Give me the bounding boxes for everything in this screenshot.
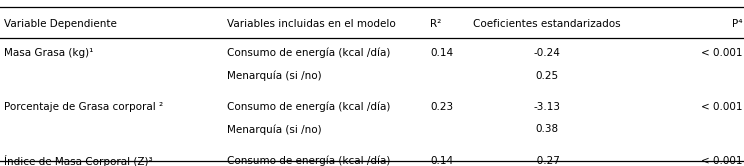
Text: Consumo de energía (kcal /día): Consumo de energía (kcal /día) <box>227 156 391 166</box>
Text: Menarquía (si /no): Menarquía (si /no) <box>227 70 321 81</box>
Text: < 0.001: < 0.001 <box>701 102 743 112</box>
Text: Masa Grasa (kg)¹: Masa Grasa (kg)¹ <box>4 48 93 58</box>
Text: -0.27: -0.27 <box>533 156 560 166</box>
Text: R²: R² <box>430 19 441 29</box>
Text: 0.14: 0.14 <box>430 48 453 58</box>
Text: Menarquía (si /no): Menarquía (si /no) <box>227 124 321 135</box>
Text: 0.23: 0.23 <box>430 102 453 112</box>
Text: Consumo de energía (kcal /día): Consumo de energía (kcal /día) <box>227 102 391 112</box>
Text: Consumo de energía (kcal /día): Consumo de energía (kcal /día) <box>227 48 391 58</box>
Text: Coeficientes estandarizados: Coeficientes estandarizados <box>473 19 620 29</box>
Text: 0.14: 0.14 <box>430 156 453 166</box>
Text: Variables incluidas en el modelo: Variables incluidas en el modelo <box>227 19 396 29</box>
Text: 0.25: 0.25 <box>535 71 559 81</box>
Text: P⁴: P⁴ <box>732 19 743 29</box>
Text: Porcentaje de Grasa corporal ²: Porcentaje de Grasa corporal ² <box>4 102 163 112</box>
Text: < 0.001: < 0.001 <box>701 156 743 166</box>
Text: < 0.001: < 0.001 <box>701 48 743 58</box>
Text: Índice de Masa Corporal (Z)³: Índice de Masa Corporal (Z)³ <box>4 155 153 166</box>
Text: 0.38: 0.38 <box>535 124 559 134</box>
Text: -0.24: -0.24 <box>533 48 560 58</box>
Text: -3.13: -3.13 <box>533 102 560 112</box>
Text: Variable Dependiente: Variable Dependiente <box>4 19 117 29</box>
